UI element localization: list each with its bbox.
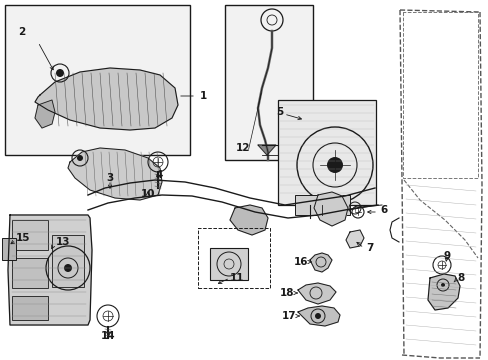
Bar bbox=[198, 228, 269, 288]
Polygon shape bbox=[309, 253, 331, 272]
Bar bbox=[12, 296, 48, 320]
Circle shape bbox=[77, 155, 83, 161]
Polygon shape bbox=[297, 283, 335, 304]
Text: 10: 10 bbox=[141, 189, 155, 199]
Polygon shape bbox=[297, 306, 339, 326]
Bar bbox=[12, 220, 48, 250]
Bar bbox=[2, 238, 16, 260]
Text: 18: 18 bbox=[279, 288, 293, 298]
Polygon shape bbox=[68, 148, 162, 200]
Bar bbox=[209, 248, 247, 280]
Bar bbox=[278, 100, 375, 205]
Text: 1: 1 bbox=[200, 91, 207, 101]
Circle shape bbox=[64, 264, 72, 272]
Polygon shape bbox=[346, 230, 363, 248]
Bar bbox=[294, 195, 349, 215]
Text: 2: 2 bbox=[19, 27, 25, 37]
Polygon shape bbox=[229, 205, 267, 235]
Polygon shape bbox=[35, 68, 178, 130]
Text: 17: 17 bbox=[281, 311, 295, 321]
Text: 6: 6 bbox=[379, 205, 386, 215]
Circle shape bbox=[56, 69, 64, 77]
Bar bbox=[52, 235, 84, 287]
Text: 5: 5 bbox=[276, 107, 283, 117]
Text: 3: 3 bbox=[106, 173, 113, 183]
Text: 12: 12 bbox=[236, 143, 250, 153]
Text: 16: 16 bbox=[293, 257, 307, 267]
Text: 8: 8 bbox=[456, 273, 463, 283]
Circle shape bbox=[440, 283, 444, 287]
Bar bbox=[12, 258, 48, 288]
Text: 11: 11 bbox=[229, 273, 244, 283]
Bar bbox=[224, 5, 312, 160]
Circle shape bbox=[314, 313, 320, 319]
Text: 9: 9 bbox=[443, 251, 450, 261]
Polygon shape bbox=[8, 215, 92, 325]
Polygon shape bbox=[313, 192, 347, 226]
Text: 4: 4 bbox=[155, 170, 163, 180]
Bar bbox=[5, 5, 190, 155]
Polygon shape bbox=[258, 145, 275, 155]
Text: 14: 14 bbox=[101, 331, 115, 341]
Text: 15: 15 bbox=[16, 233, 30, 243]
Text: 7: 7 bbox=[365, 243, 373, 253]
Text: 13: 13 bbox=[56, 237, 70, 247]
Circle shape bbox=[326, 157, 342, 173]
Polygon shape bbox=[427, 274, 459, 310]
Polygon shape bbox=[35, 100, 55, 128]
